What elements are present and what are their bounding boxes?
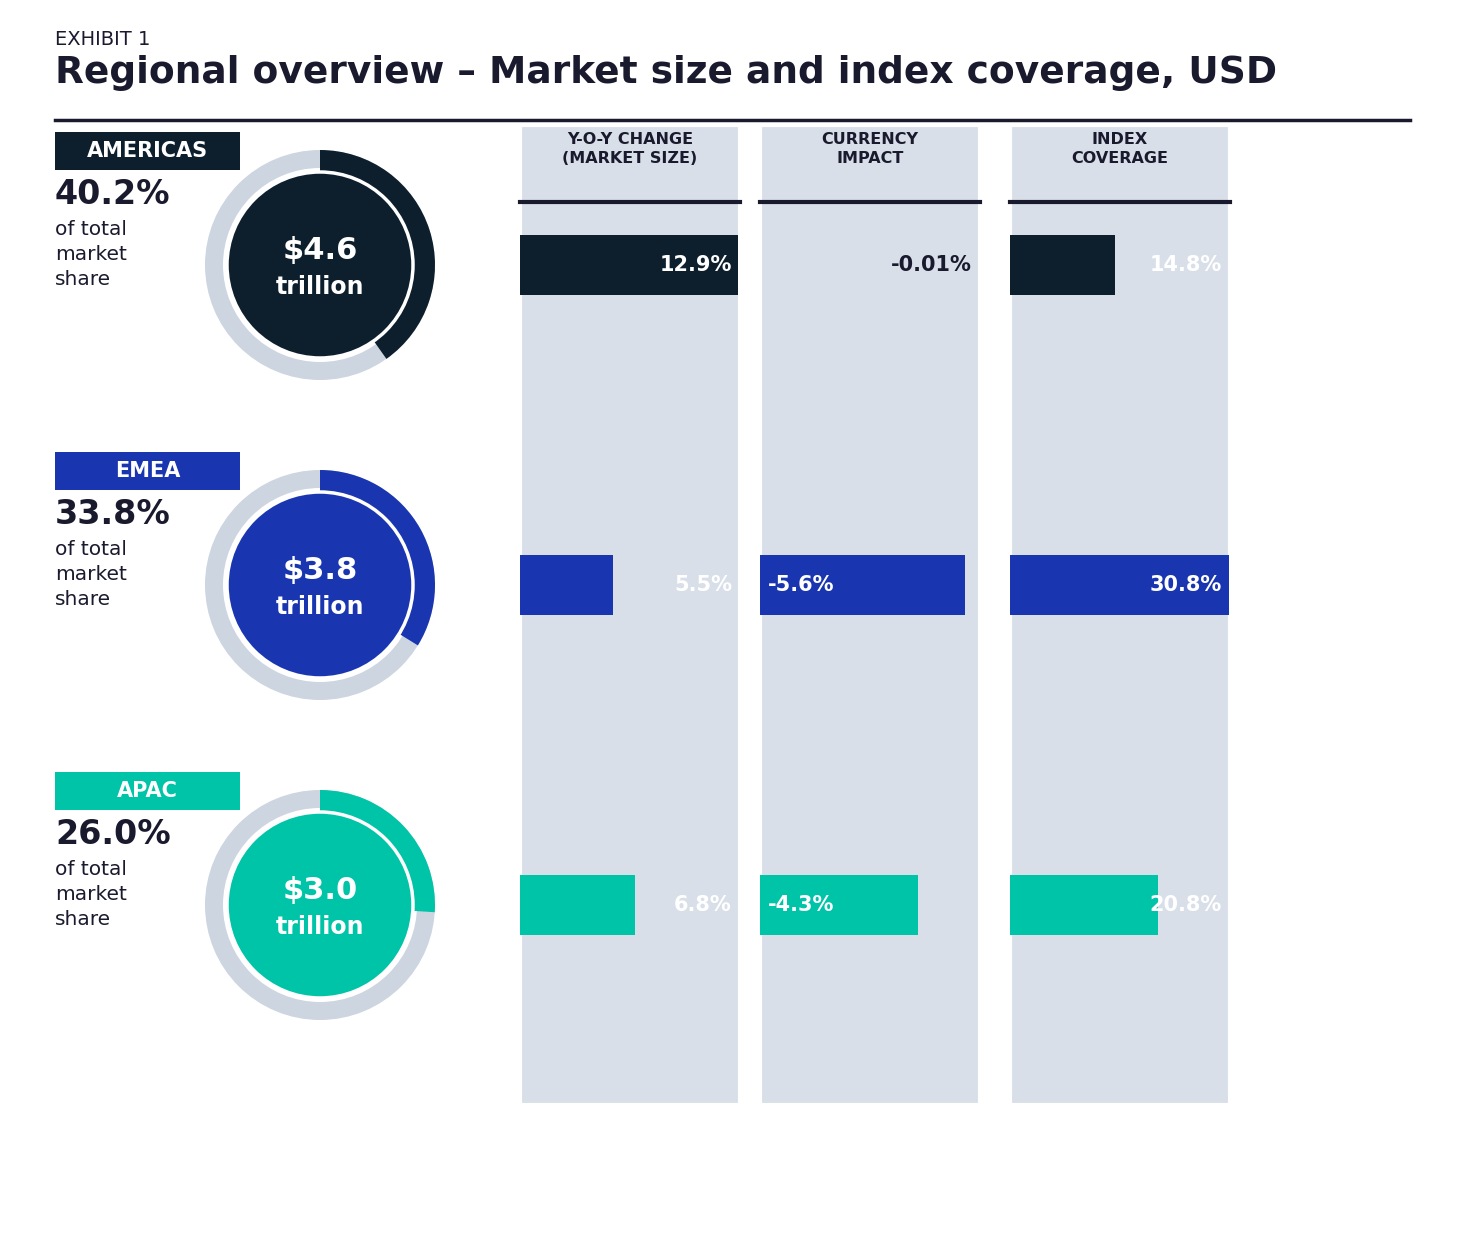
Text: Regional overview – Market size and index coverage, USD: Regional overview – Market size and inde… bbox=[55, 55, 1277, 91]
FancyBboxPatch shape bbox=[55, 772, 241, 810]
Circle shape bbox=[223, 488, 417, 682]
Bar bbox=[521, 125, 741, 1105]
Text: -4.3%: -4.3% bbox=[768, 895, 834, 915]
Text: trillion: trillion bbox=[276, 275, 364, 299]
Text: of total
market
share: of total market share bbox=[55, 220, 127, 289]
Bar bbox=[521, 555, 612, 615]
Circle shape bbox=[206, 470, 434, 700]
Text: EXHIBIT 1: EXHIBIT 1 bbox=[55, 30, 150, 49]
Text: $3.8: $3.8 bbox=[283, 556, 357, 585]
Text: Y-O-Y CHANGE
(MARKET SIZE): Y-O-Y CHANGE (MARKET SIZE) bbox=[563, 132, 697, 165]
Text: INDEX
COVERAGE: INDEX COVERAGE bbox=[1072, 132, 1168, 165]
Bar bbox=[1010, 875, 1158, 935]
FancyBboxPatch shape bbox=[55, 132, 241, 170]
Text: trillion: trillion bbox=[276, 915, 364, 939]
Text: 6.8%: 6.8% bbox=[674, 895, 732, 915]
Text: 14.8%: 14.8% bbox=[1150, 255, 1222, 275]
Text: of total
market
share: of total market share bbox=[55, 540, 127, 609]
Wedge shape bbox=[319, 150, 434, 359]
Text: -0.01%: -0.01% bbox=[891, 255, 972, 275]
Bar bbox=[1010, 125, 1231, 1105]
Circle shape bbox=[227, 173, 413, 358]
Bar bbox=[1010, 555, 1229, 615]
Text: 33.8%: 33.8% bbox=[55, 498, 171, 531]
Text: -5.6%: -5.6% bbox=[768, 575, 834, 595]
Circle shape bbox=[223, 168, 417, 362]
Bar bbox=[521, 235, 738, 295]
FancyBboxPatch shape bbox=[55, 452, 241, 490]
Circle shape bbox=[206, 150, 434, 380]
Bar bbox=[760, 875, 917, 935]
Circle shape bbox=[227, 812, 413, 998]
Text: APAC: APAC bbox=[117, 781, 178, 801]
Text: 20.8%: 20.8% bbox=[1150, 895, 1222, 915]
Circle shape bbox=[206, 790, 434, 1020]
Bar bbox=[760, 555, 965, 615]
Text: 40.2%: 40.2% bbox=[55, 177, 171, 211]
Text: EMEA: EMEA bbox=[115, 461, 181, 481]
Text: $4.6: $4.6 bbox=[283, 236, 357, 265]
Text: 5.5%: 5.5% bbox=[674, 575, 732, 595]
Bar bbox=[1010, 235, 1115, 295]
Circle shape bbox=[227, 492, 413, 678]
Wedge shape bbox=[319, 470, 434, 645]
Text: of total
market
share: of total market share bbox=[55, 860, 127, 929]
Text: CURRENCY
IMPACT: CURRENCY IMPACT bbox=[821, 132, 919, 165]
Text: trillion: trillion bbox=[276, 595, 364, 619]
Text: AMERICAS: AMERICAS bbox=[87, 141, 208, 161]
Text: 30.8%: 30.8% bbox=[1150, 575, 1222, 595]
Bar bbox=[760, 125, 980, 1105]
Wedge shape bbox=[319, 790, 434, 912]
Text: 12.9%: 12.9% bbox=[659, 255, 732, 275]
Circle shape bbox=[223, 808, 417, 1002]
Bar bbox=[521, 875, 636, 935]
Text: $3.0: $3.0 bbox=[283, 876, 357, 905]
Text: 26.0%: 26.0% bbox=[55, 818, 171, 851]
